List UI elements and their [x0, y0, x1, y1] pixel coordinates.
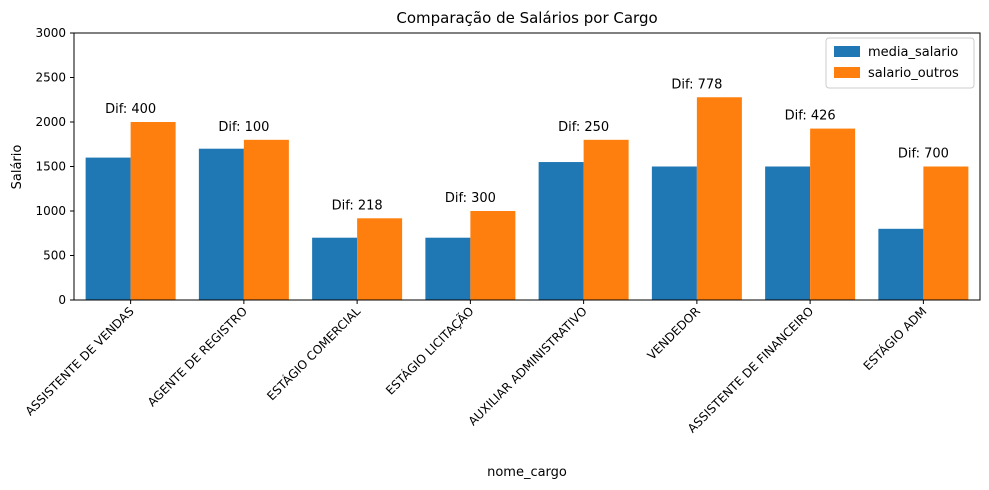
y-tick-label-3: 1500 — [35, 160, 66, 174]
y-tick-label-6: 3000 — [35, 26, 66, 40]
bar-media-salario-3 — [425, 237, 471, 300]
bar-media-salario-7 — [878, 228, 924, 300]
annotation-dif-5: Dif: 778 — [671, 77, 722, 92]
x-axis: ASSISTENTE DE VENDAS AGENTE DE REGISTRO ES… — [23, 300, 930, 436]
x-tick-label-4: AUXILIAR ADMINISTRATIVO — [466, 304, 590, 428]
bar-salario-outros-5 — [696, 97, 742, 301]
legend-swatch-salario-outros — [834, 67, 860, 78]
plot-frame — [73, 32, 981, 301]
y-tick-label-4: 2000 — [35, 115, 66, 129]
y-tick-label-0: 0 — [58, 293, 66, 307]
x-tick-label-6: ASSISTENTE DE FINANCEIRO — [685, 304, 816, 435]
bar-salario-outros-1 — [243, 139, 289, 300]
annotation-dif-7: Dif: 700 — [898, 147, 949, 162]
bar-media-salario-0 — [85, 157, 131, 300]
annotation-dif-0: Dif: 400 — [105, 102, 156, 117]
x-tick-label-2: ESTÁGIO COMERCIAL — [264, 303, 364, 403]
legend-box — [825, 37, 975, 89]
annotation-dif-1: Dif: 100 — [218, 120, 269, 135]
annotation-dif-6: Dif: 426 — [785, 109, 836, 124]
x-tick-label-5: VENDEDOR — [645, 304, 703, 362]
bar-media-salario-1 — [198, 148, 244, 300]
bar-salario-outros-0 — [130, 122, 176, 300]
bar-salario-outros-4 — [583, 139, 629, 300]
bar-salario-outros-7 — [923, 166, 969, 300]
y-axis: 0 500 1000 1500 2000 2500 3000 — [35, 26, 74, 307]
x-tick-label-0: ASSISTENTE DE VENDAS — [23, 304, 137, 418]
bar-salario-outros-6 — [810, 128, 856, 300]
legend-label-media-salario: media_salario — [868, 45, 958, 60]
annotation-dif-4: Dif: 250 — [558, 120, 609, 135]
x-axis-title: nome_cargo — [487, 465, 567, 480]
annotations-group: Dif: 400 Dif: 100 Dif: 218 Dif: 300 Dif: 250… — [105, 77, 949, 213]
y-axis-title: Salário — [10, 145, 25, 190]
y-tick-label-1: 500 — [43, 249, 66, 263]
x-tick-label-1: AGENTE DE REGISTRO — [145, 304, 250, 409]
chart-title: Comparação de Salários por Cargo — [396, 9, 657, 27]
bar-salario-outros-2 — [357, 218, 403, 300]
bar-media-salario-6 — [765, 166, 811, 300]
legend-label-salario-outros: salario_outros — [868, 66, 959, 81]
x-tick-label-3: ESTÁGIO LICITAÇÃO — [382, 304, 476, 398]
legend: media_salario salario_outros — [825, 37, 975, 89]
legend-swatch-media-salario — [834, 46, 860, 57]
annotation-dif-3: Dif: 300 — [445, 191, 496, 206]
bar-salario-outros-3 — [470, 211, 516, 300]
annotation-dif-2: Dif: 218 — [332, 198, 383, 213]
y-tick-label-5: 2500 — [35, 71, 66, 85]
x-tick-label-7: ESTÁGIO ADM — [860, 304, 930, 374]
bar-media-salario-2 — [312, 237, 358, 300]
bar-media-salario-4 — [538, 162, 584, 300]
y-tick-label-2: 1000 — [35, 204, 66, 218]
bar-media-salario-5 — [651, 166, 697, 300]
bars-group — [85, 97, 969, 301]
